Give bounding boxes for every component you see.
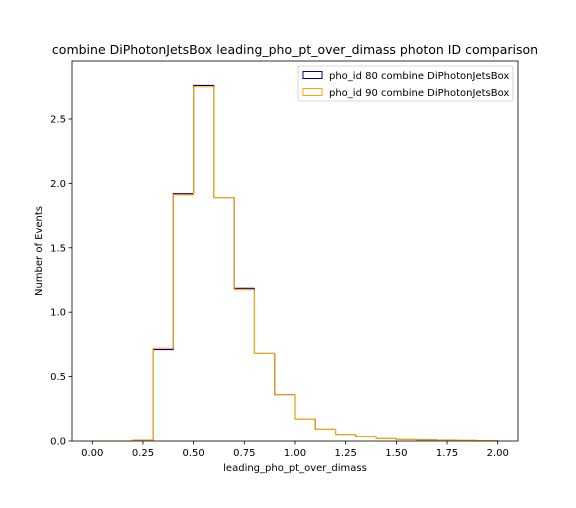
legend: pho_id 80 combine DiPhotonJetsBox pho_id … xyxy=(298,66,513,101)
chart-title: combine DiPhotonJetsBox leading_pho_pt_o… xyxy=(52,42,538,57)
x-tick-label: 0.75 xyxy=(233,448,255,459)
series-2-bin xyxy=(437,440,457,441)
x-tick-label: 2.00 xyxy=(487,448,509,459)
y-tick-label: 0.0 xyxy=(50,437,66,448)
x-tick-label: 1.75 xyxy=(436,448,458,459)
y-tick-label: 1.0 xyxy=(50,308,66,319)
y-axis-label: Number of Events xyxy=(34,206,45,296)
y-tick-label: 1.5 xyxy=(50,243,66,254)
x-tick-label: 0.00 xyxy=(81,448,103,459)
x-tick-label: 0.25 xyxy=(132,448,154,459)
x-tick-label: 0.50 xyxy=(183,448,205,459)
x-tick-label: 1.00 xyxy=(284,448,306,459)
y-tick-label: 0.5 xyxy=(50,372,66,383)
x-tick-label: 1.25 xyxy=(335,448,357,459)
y-tick-label: 2.0 xyxy=(50,179,66,190)
legend-label: pho_id 80 combine DiPhotonJetsBox xyxy=(329,71,509,82)
x-tick-label: 1.50 xyxy=(385,448,407,459)
y-tick-label: 2.5 xyxy=(50,114,66,125)
legend-label: pho_id 90 combine DiPhotonJetsBox xyxy=(329,88,509,99)
x-axis-label: leading_pho_pt_over_dimass xyxy=(223,463,367,474)
